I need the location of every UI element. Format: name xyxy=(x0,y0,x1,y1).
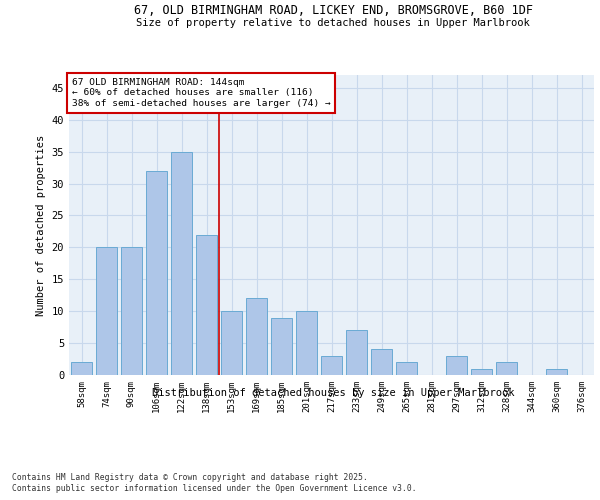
Bar xyxy=(346,330,367,375)
Bar xyxy=(496,362,517,375)
Bar xyxy=(396,362,417,375)
Text: 67 OLD BIRMINGHAM ROAD: 144sqm
← 60% of detached houses are smaller (116)
38% of: 67 OLD BIRMINGHAM ROAD: 144sqm ← 60% of … xyxy=(71,78,331,108)
Text: Contains HM Land Registry data © Crown copyright and database right 2025.: Contains HM Land Registry data © Crown c… xyxy=(12,472,368,482)
Bar xyxy=(146,170,167,375)
Bar xyxy=(471,368,492,375)
Bar xyxy=(221,311,242,375)
Bar xyxy=(246,298,267,375)
Text: Contains public sector information licensed under the Open Government Licence v3: Contains public sector information licen… xyxy=(12,484,416,493)
Text: 67, OLD BIRMINGHAM ROAD, LICKEY END, BROMSGROVE, B60 1DF: 67, OLD BIRMINGHAM ROAD, LICKEY END, BRO… xyxy=(134,4,533,17)
Bar xyxy=(296,311,317,375)
Text: Distribution of detached houses by size in Upper Marlbrook: Distribution of detached houses by size … xyxy=(152,388,514,398)
Bar xyxy=(321,356,342,375)
Bar xyxy=(446,356,467,375)
Y-axis label: Number of detached properties: Number of detached properties xyxy=(36,134,46,316)
Bar xyxy=(96,248,117,375)
Bar xyxy=(271,318,292,375)
Bar xyxy=(546,368,567,375)
Bar xyxy=(121,248,142,375)
Bar xyxy=(196,234,217,375)
Bar xyxy=(371,350,392,375)
Text: Size of property relative to detached houses in Upper Marlbrook: Size of property relative to detached ho… xyxy=(136,18,530,28)
Bar xyxy=(171,152,192,375)
Bar xyxy=(71,362,92,375)
